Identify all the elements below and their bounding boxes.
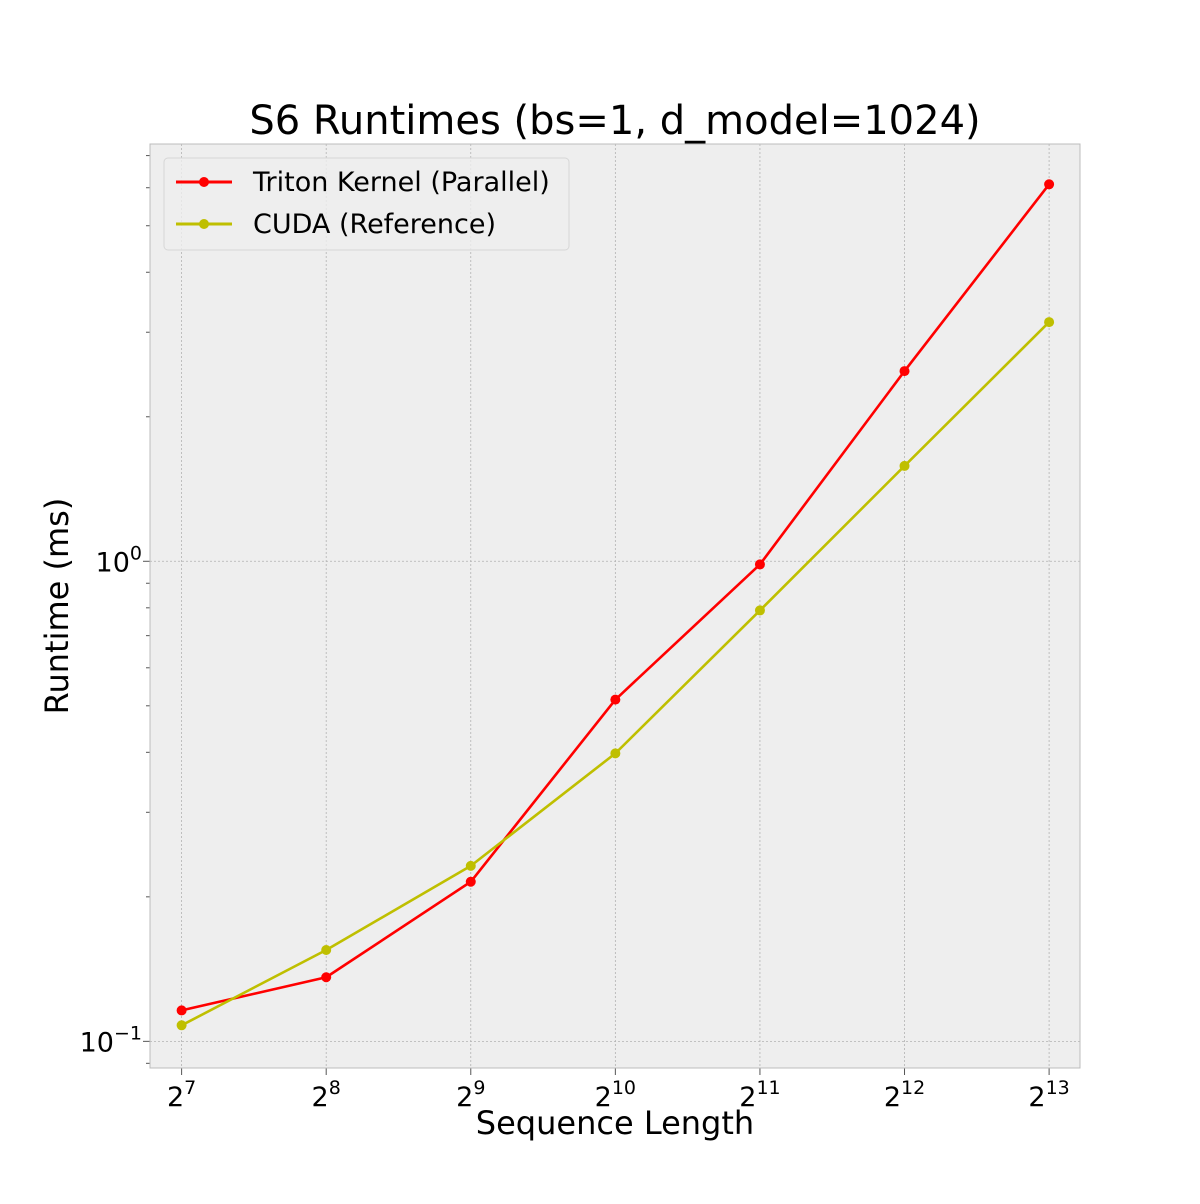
x-tick-label: 29: [456, 1077, 485, 1113]
x-tick-label: 213: [1028, 1077, 1069, 1113]
data-point: [176, 1020, 187, 1031]
legend-marker-cuda: [199, 219, 209, 229]
chart-title: S6 Runtimes (bs=1, d_model=1024): [249, 98, 980, 144]
y-tick-label: 100: [96, 542, 142, 578]
x-axis-label: Sequence Length: [476, 1104, 754, 1142]
data-point: [899, 460, 910, 471]
x-tick-label: 28: [312, 1077, 341, 1113]
data-point: [1044, 317, 1055, 328]
data-point: [321, 972, 332, 983]
data-point: [465, 860, 476, 871]
x-tick-label: 211: [739, 1077, 780, 1113]
legend-box: [163, 157, 570, 251]
data-point: [610, 694, 621, 705]
y-axis-label: Runtime (ms): [38, 498, 76, 715]
axes: 27 28 29 210 211 212 213 10−1 100: [80, 155, 1070, 1113]
legend-label-cuda: CUDA (Reference): [253, 209, 496, 240]
legend: Triton Kernel (Parallel) CUDA (Reference…: [163, 157, 570, 251]
data-point: [899, 366, 910, 377]
x-tick-label: 210: [595, 1077, 636, 1113]
data-point: [321, 944, 332, 955]
data-point: [176, 1005, 187, 1016]
data-point: [465, 876, 476, 887]
data-point: [610, 748, 621, 759]
grid: [150, 144, 1080, 1068]
data-point: [754, 559, 765, 570]
x-tick-label: 212: [884, 1077, 925, 1113]
data-point: [754, 605, 765, 616]
series-group: [176, 179, 1055, 1031]
legend-marker-triton: [199, 177, 209, 187]
data-point: [1044, 179, 1055, 190]
plot-frame: [149, 143, 1081, 1069]
y-tick-label: 10−1: [80, 1022, 142, 1058]
legend-label-triton: Triton Kernel (Parallel): [252, 167, 550, 198]
x-tick-label: 27: [167, 1077, 196, 1113]
